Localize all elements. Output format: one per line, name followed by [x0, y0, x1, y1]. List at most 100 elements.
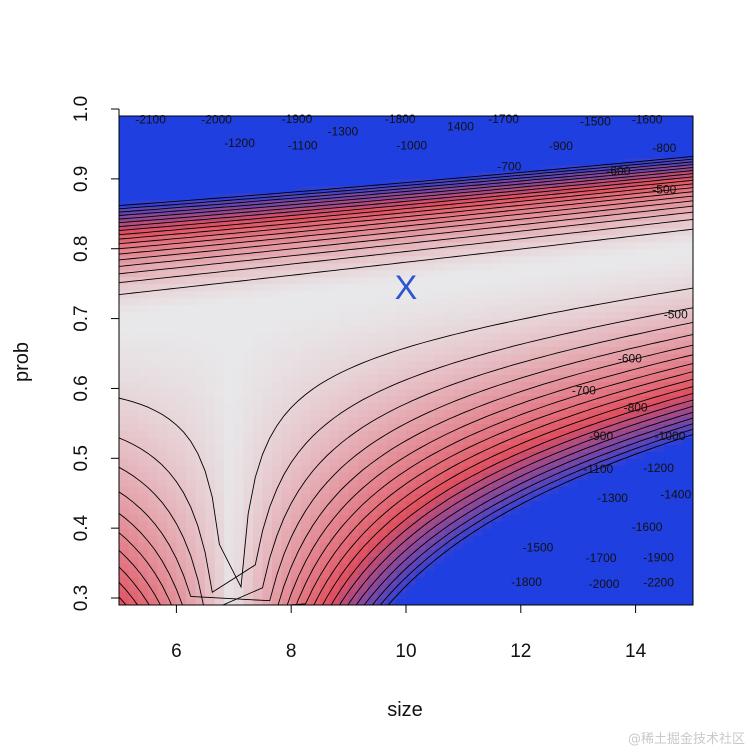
heat-cell [348, 178, 359, 187]
heat-cell [520, 157, 531, 166]
heat-cell [138, 171, 149, 180]
heat-cell [597, 213, 608, 222]
heat-cell [128, 416, 139, 424]
heat-cell [339, 227, 350, 236]
heat-cell [329, 472, 340, 480]
heat-cell [205, 388, 216, 397]
heat-cell [138, 563, 149, 571]
heat-cell [176, 374, 187, 383]
heat-cell [386, 563, 398, 571]
heat-cell [549, 423, 560, 431]
heat-cell [195, 367, 206, 376]
heat-cell [377, 318, 388, 327]
heat-cell [281, 451, 292, 459]
heat-cell [166, 311, 177, 320]
heat-cell [463, 332, 474, 341]
heat-cell [138, 535, 149, 543]
contour-label: -1200 [224, 136, 255, 150]
heat-cell [195, 416, 206, 424]
heat-cell [606, 409, 618, 417]
heat-cell [654, 367, 665, 376]
heat-cell [205, 451, 216, 459]
heat-cell [224, 444, 235, 452]
heat-cell [205, 304, 216, 313]
heat-cell [377, 556, 388, 564]
heat-cell [616, 353, 627, 362]
heat-cell [300, 549, 311, 557]
heat-cell [272, 402, 283, 410]
heat-cell [224, 290, 235, 299]
heat-cell [195, 304, 206, 313]
heat-cell [233, 549, 244, 557]
heat-cell [472, 395, 484, 404]
heat-cell [520, 563, 531, 571]
contour-label: -1100 [288, 138, 318, 152]
heat-cell [386, 136, 398, 145]
heat-cell [243, 577, 254, 585]
heat-cell [319, 465, 331, 473]
heat-cell [386, 304, 398, 313]
heat-cell [406, 116, 417, 124]
heat-cell [597, 143, 608, 152]
heat-cell [453, 136, 464, 145]
heat-cell [339, 346, 350, 355]
heat-cell [511, 465, 522, 473]
heat-cell [214, 493, 225, 501]
heat-cell [176, 367, 187, 376]
heat-cell [626, 500, 637, 508]
heat-cell [281, 360, 292, 369]
heat-cell [367, 479, 378, 487]
heat-cell [616, 339, 627, 348]
heat-cell [367, 521, 378, 529]
heat-cell [539, 157, 551, 166]
heat-cell [616, 185, 627, 194]
heat-cell [166, 178, 177, 187]
heat-cell [654, 192, 665, 201]
heat-cell [214, 549, 225, 557]
heat-cell [406, 304, 417, 313]
heat-cell [578, 192, 589, 201]
heat-cell [578, 437, 589, 445]
heat-cell [291, 178, 302, 187]
heat-cell [549, 122, 560, 131]
heat-cell [138, 549, 149, 557]
heat-cell [358, 129, 369, 138]
heat-cell [339, 591, 350, 599]
heat-cell [243, 528, 254, 536]
heat-cell [205, 507, 216, 515]
heat-cell [157, 346, 168, 355]
heat-cell [358, 521, 369, 529]
heat-cell [205, 360, 216, 369]
heat-cell [157, 171, 168, 180]
heat-cell [310, 325, 321, 334]
heat-cell [501, 297, 512, 306]
heat-cell [224, 584, 235, 592]
heat-cell [367, 451, 378, 459]
heat-cell [616, 458, 627, 466]
heat-cell [406, 591, 417, 599]
heat-cell [147, 262, 158, 271]
heat-cell [654, 297, 665, 306]
heat-cell [396, 185, 407, 194]
heat-cell [539, 542, 551, 550]
heat-cell [147, 374, 158, 383]
heat-cell [358, 248, 369, 257]
heat-cell [472, 325, 484, 334]
heat-cell [501, 472, 512, 480]
heat-cell [626, 269, 637, 278]
heat-cell [128, 241, 139, 250]
heat-cell [606, 430, 618, 438]
heat-cell [157, 311, 168, 320]
heat-cell [444, 409, 455, 417]
heat-cell [559, 213, 570, 222]
heat-cell [310, 402, 321, 410]
heat-cell [339, 528, 350, 536]
heat-cell [453, 255, 464, 264]
heat-cell [578, 409, 589, 417]
heat-cell [444, 577, 455, 585]
heat-cell [472, 402, 484, 410]
heat-cell [329, 458, 340, 466]
heat-cell [635, 346, 646, 355]
heat-cell [329, 591, 340, 599]
heat-cell [243, 143, 254, 152]
